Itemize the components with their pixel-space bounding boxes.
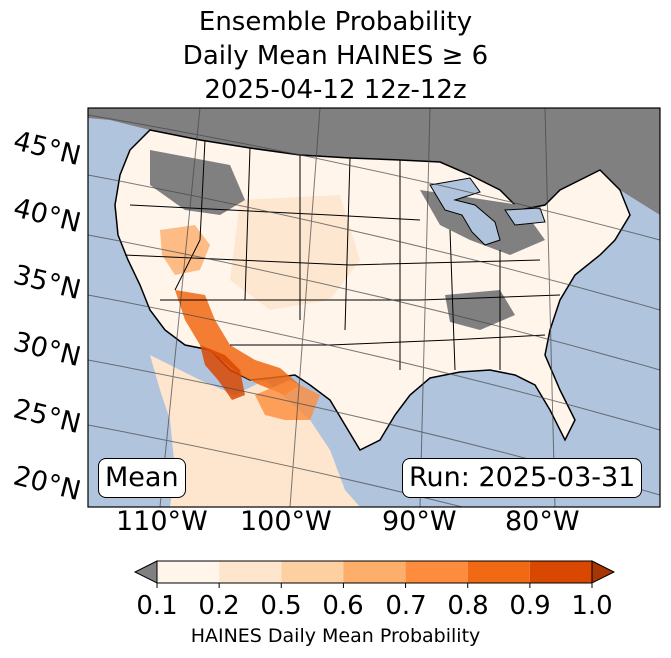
lon-label-100: 100°W bbox=[240, 506, 332, 537]
colorbar-tick-3: 0.6 bbox=[322, 591, 364, 621]
great-lakes bbox=[429, 177, 546, 246]
missing-south bbox=[445, 290, 515, 330]
colorbar-outline bbox=[156, 560, 593, 584]
lon-label-80: 80°W bbox=[505, 506, 580, 537]
state-lines bbox=[124, 139, 561, 371]
colorbar-tick-0: 0.1 bbox=[136, 591, 178, 621]
lon-label-110: 110°W bbox=[116, 506, 208, 537]
colorbar-segment bbox=[157, 561, 220, 583]
colorbar-tick-5: 0.8 bbox=[447, 591, 489, 621]
mexico-region bbox=[150, 355, 360, 507]
colorbar-over-arrow bbox=[591, 560, 616, 584]
prob-area-core bbox=[200, 345, 245, 400]
colorbar bbox=[133, 560, 616, 588]
colorbar-tick-6: 0.9 bbox=[509, 591, 551, 621]
missing-northwest bbox=[150, 150, 245, 215]
colorbar-segment bbox=[281, 561, 344, 583]
colorbar-segment bbox=[529, 561, 592, 583]
colorbar-tick-1: 0.2 bbox=[198, 591, 240, 621]
colorbar-under-arrow bbox=[133, 560, 158, 584]
lon-label-90: 90°W bbox=[382, 506, 457, 537]
title-line-1: Ensemble Probability bbox=[198, 7, 473, 37]
run-box: Run: 2025-03-31 bbox=[402, 458, 643, 498]
prob-area-southwest bbox=[175, 290, 300, 395]
colorbar-segment bbox=[405, 561, 468, 583]
colorbar-tick-4: 0.7 bbox=[385, 591, 427, 621]
prob-area-plains bbox=[230, 195, 360, 310]
map-frame bbox=[87, 107, 661, 508]
colorbar-tick-2: 0.5 bbox=[260, 591, 302, 621]
prob-area-greatbasin bbox=[160, 225, 210, 275]
colorbar-segment bbox=[467, 561, 530, 583]
title-line-3: 2025-04-12 12z-12z bbox=[204, 75, 467, 105]
colorbar-segment bbox=[343, 561, 406, 583]
colorbar-label: HAINES Daily Mean Probability bbox=[190, 625, 481, 647]
stat-box: Mean bbox=[98, 458, 186, 498]
prob-area-texas bbox=[255, 380, 320, 420]
title-line-2: Daily Mean HAINES ≥ 6 bbox=[182, 41, 489, 71]
colorbar-tick-7: 1.0 bbox=[571, 591, 613, 621]
canada-region bbox=[88, 108, 660, 215]
colorbar-segment bbox=[219, 561, 282, 583]
